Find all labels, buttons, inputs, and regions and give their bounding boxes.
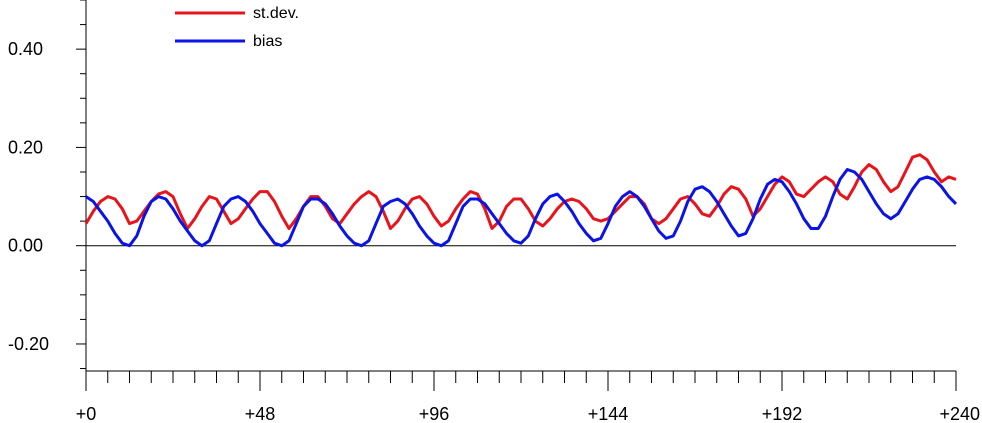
series-line-st-dev — [84, 153, 957, 230]
x-tick-label: +240 — [939, 404, 980, 423]
x-tick-label: +96 — [419, 404, 450, 423]
y-tick-label: 0.20 — [8, 137, 43, 157]
x-tick-label: +48 — [245, 404, 276, 423]
y-tick-label: 0.00 — [8, 236, 43, 256]
legend-label: bias — [253, 33, 282, 50]
x-tick-label: +0 — [76, 404, 97, 423]
x-tick-label: +144 — [588, 404, 629, 423]
x-tick-label: +192 — [762, 404, 803, 423]
legend-label: st.dev. — [253, 5, 299, 22]
series-layer — [84, 153, 958, 248]
series-line-bias — [85, 168, 958, 248]
legend: st.dev. bias — [175, 5, 299, 50]
x-axis-ticks: +0 +48 +96 +144 +192 +240 — [76, 371, 980, 423]
y-tick-label: 0.40 — [8, 39, 43, 59]
y-tick-label: -0.20 — [8, 334, 49, 354]
y-axis-ticks: -0.20 0.00 0.20 0.40 — [8, 0, 86, 370]
